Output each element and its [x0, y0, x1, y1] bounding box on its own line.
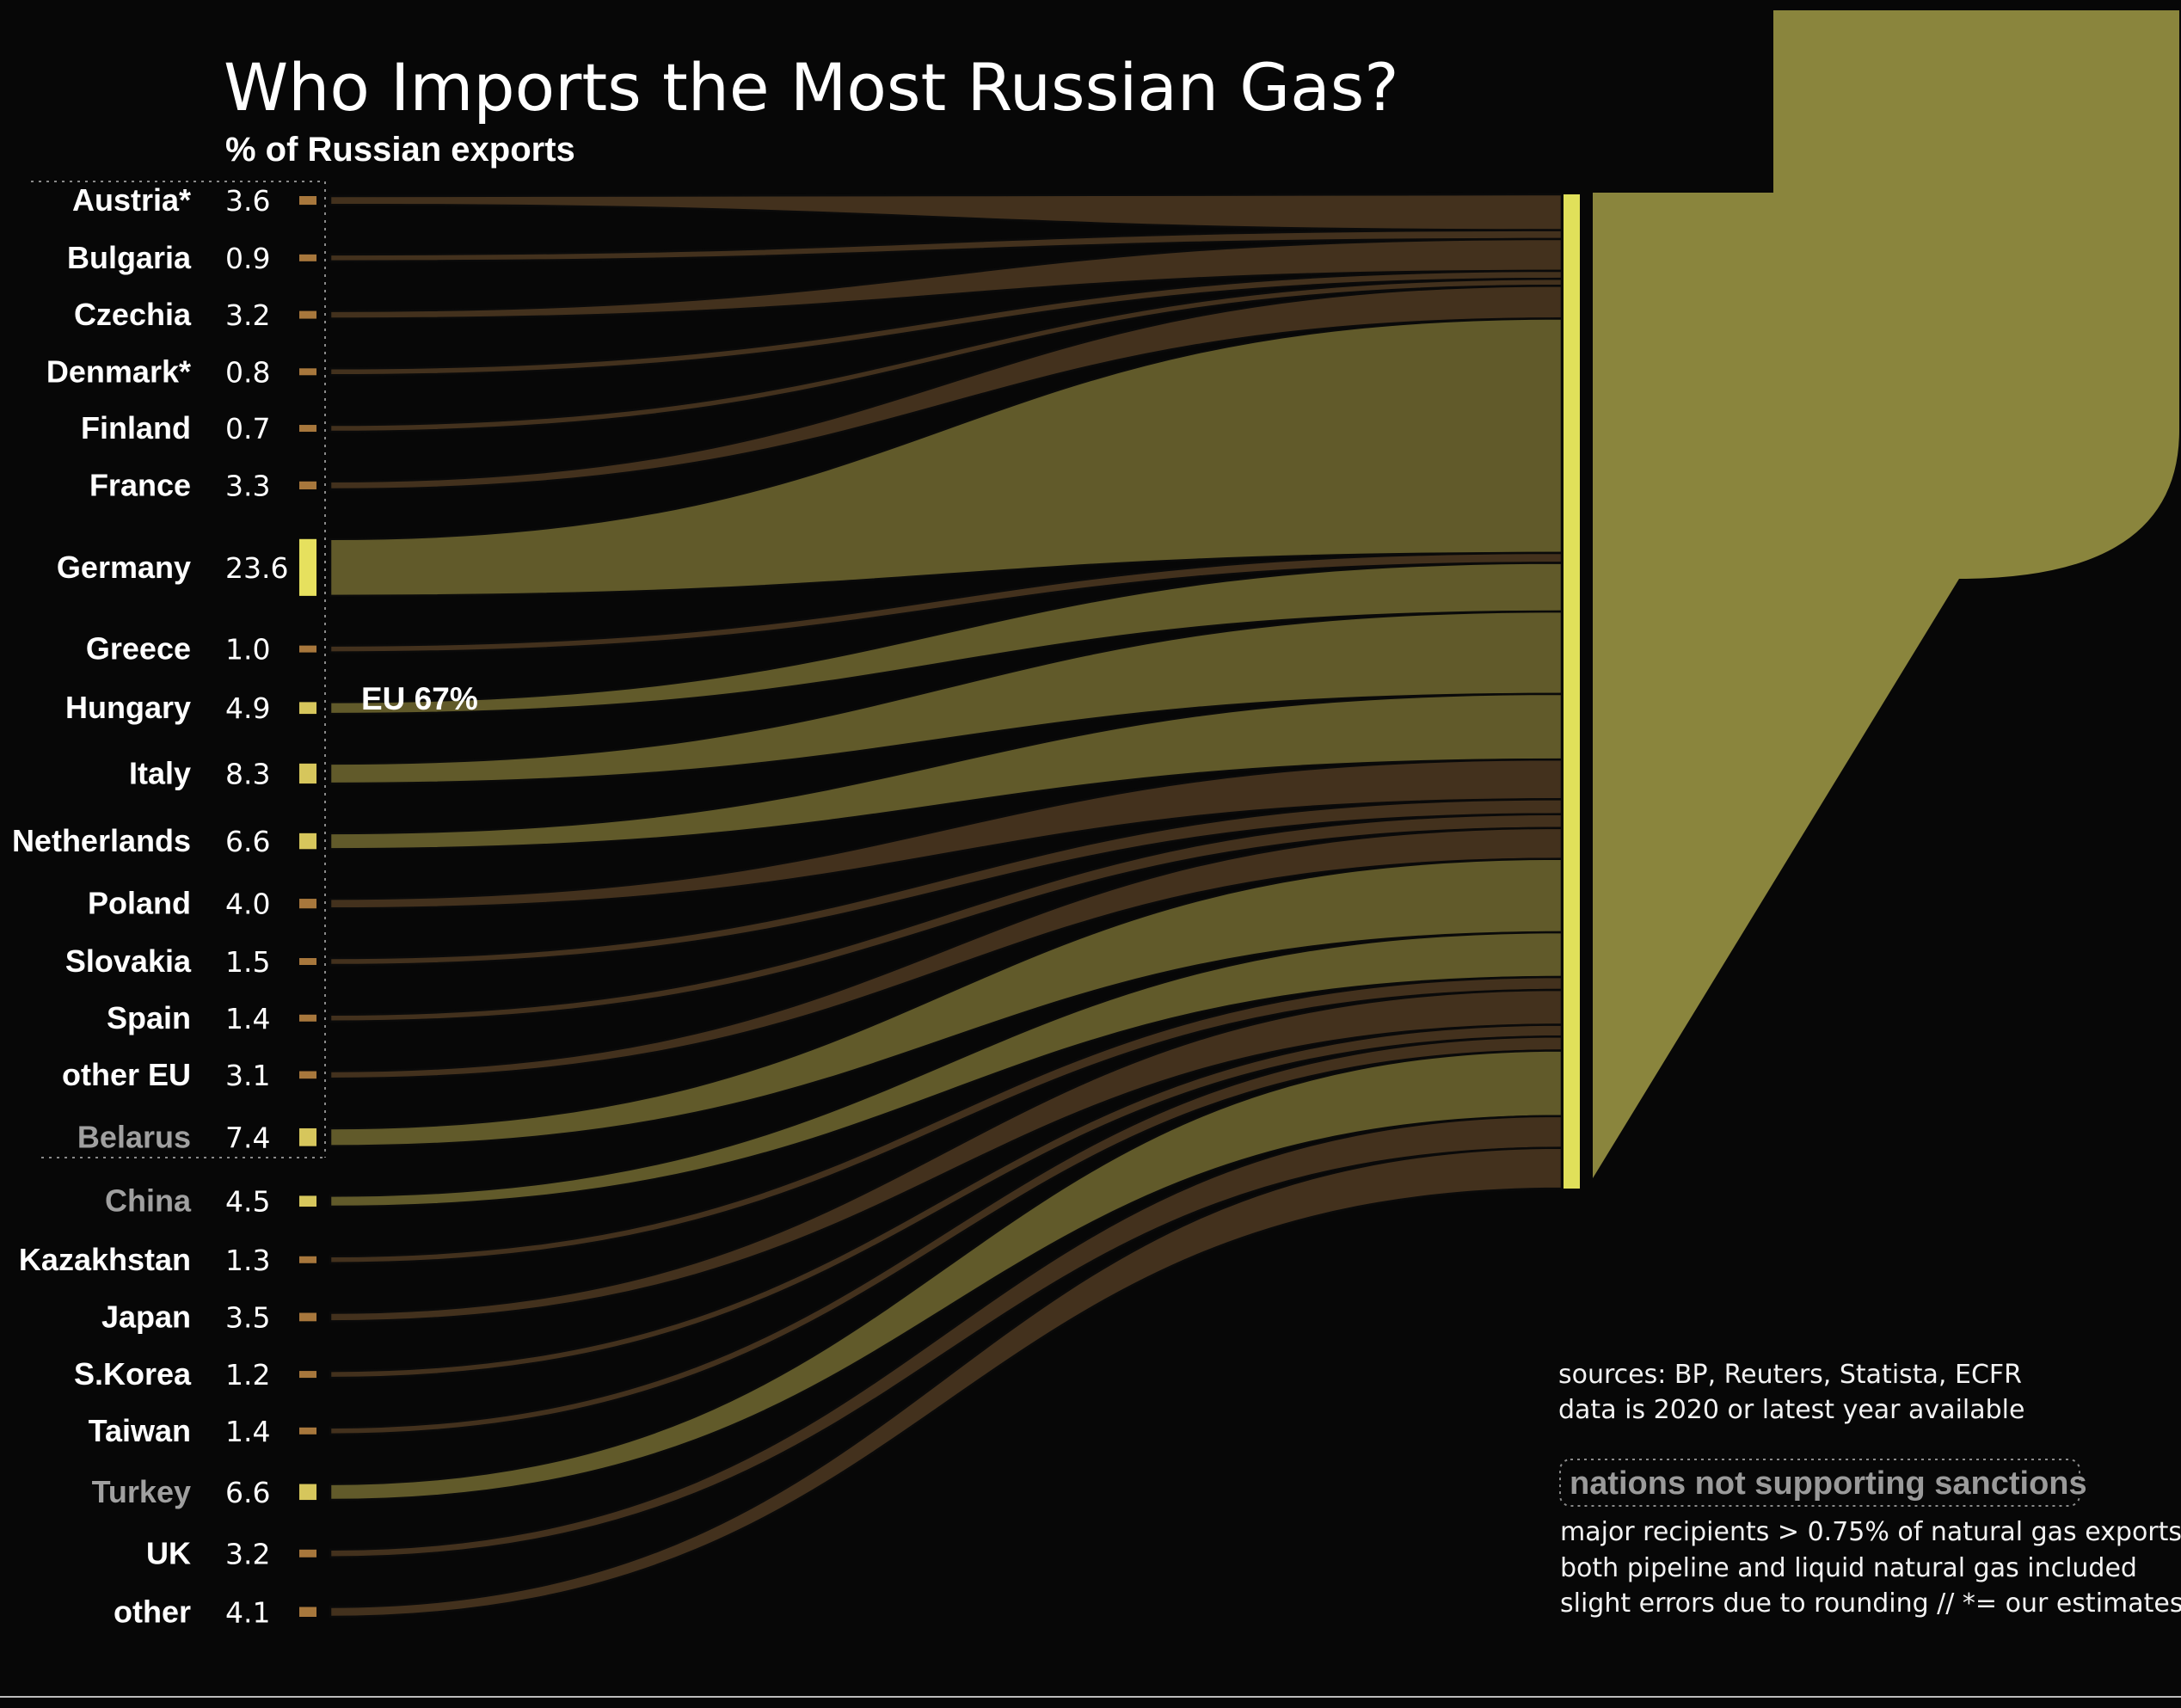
value-china: 4.5 [225, 1185, 270, 1219]
bar-denmark [299, 368, 316, 376]
russia-source-shape [1593, 10, 2179, 1178]
value-s-korea: 1.2 [225, 1358, 270, 1392]
bar-italy [299, 763, 316, 784]
value-other: 4.1 [225, 1595, 270, 1629]
bar-taiwan [299, 1427, 316, 1435]
bar-czechia [299, 310, 316, 319]
bar-france [299, 481, 316, 490]
label-czechia: Czechia [74, 297, 192, 332]
value-hungary: 4.9 [225, 691, 270, 725]
bar-turkey [299, 1484, 316, 1501]
flow-turkey [329, 1049, 1564, 1502]
value-greece: 1.0 [225, 633, 270, 667]
label-hungary: Hungary [65, 690, 191, 725]
bar-s-korea [299, 1371, 316, 1379]
bar-poland [299, 899, 316, 909]
bar-belarus [299, 1127, 316, 1146]
label-greece: Greece [86, 631, 191, 667]
label-germany: Germany [57, 550, 191, 585]
value-turkey: 6.6 [225, 1476, 270, 1509]
bar-other [299, 1607, 316, 1617]
label-uk: UK [146, 1535, 191, 1570]
value-austria: 3.6 [225, 184, 270, 218]
value-germany: 23.6 [225, 551, 288, 585]
value-japan: 3.5 [225, 1300, 270, 1334]
flow-uk [329, 1115, 1564, 1559]
label-bulgaria: Bulgaria [67, 240, 192, 275]
bar-kazakhstan [299, 1256, 316, 1263]
bar-bulgaria [299, 254, 316, 261]
label-austria: Austria* [72, 182, 191, 218]
bar-greece [299, 645, 316, 653]
value-france: 3.3 [225, 469, 270, 502]
label-france: France [89, 467, 191, 502]
country-labels: Austria* 3.6 Bulgaria 0.9 Czechia 3.2 Denmark*… [12, 182, 289, 1629]
bar-other-eu [299, 1071, 316, 1079]
value-kazakhstan: 1.3 [225, 1244, 270, 1277]
chart-title: Who Imports the Most Russian Gas? [224, 49, 1399, 126]
bar-hungary [299, 702, 316, 715]
flow-germany [329, 317, 1564, 598]
label-slovakia: Slovakia [65, 943, 192, 979]
label-finland: Finland [81, 410, 191, 445]
value-italy: 8.3 [225, 757, 270, 790]
value-uk: 3.2 [225, 1537, 270, 1570]
value-poland: 4.0 [225, 888, 270, 921]
bar-austria [299, 196, 316, 206]
bar-china [299, 1195, 316, 1207]
bar-uk [299, 1549, 316, 1557]
flow-austria [329, 193, 1564, 231]
eu-total-label: EU 67% [361, 681, 478, 716]
value-belarus: 7.4 [225, 1121, 270, 1154]
label-poland: Poland [88, 886, 191, 921]
label-japan: Japan [101, 1299, 191, 1334]
label-kazakhstan: Kazakhstan [19, 1242, 191, 1277]
destination-bar [1564, 194, 1580, 1189]
sources-note: sources: BP, Reuters, Statista, ECFR [1558, 1360, 2022, 1390]
note-rounding: slight errors due to rounding // *= our … [1560, 1588, 2181, 1619]
label-other-eu: other EU [62, 1057, 191, 1092]
flow-italy [329, 610, 1564, 785]
value-spain: 1.4 [225, 1002, 270, 1035]
bar-slovakia [299, 958, 316, 966]
label-turkey: Turkey [92, 1474, 191, 1509]
value-taiwan: 1.4 [225, 1415, 270, 1448]
data-year-note: data is 2020 or latest year available [1558, 1395, 2024, 1425]
label-taiwan: Taiwan [89, 1413, 191, 1448]
legend-box [1559, 1459, 2080, 1507]
legend-nonsanction-label: nations not supporting sanctions [1570, 1465, 2087, 1502]
value-finland: 0.7 [225, 412, 270, 445]
label-belarus: Belarus [77, 1119, 191, 1154]
flow-ribbons [329, 193, 1564, 1619]
label-china: China [105, 1183, 192, 1219]
country-bars [299, 196, 316, 1617]
label-netherlands: Netherlands [12, 823, 191, 858]
value-bulgaria: 0.9 [225, 242, 270, 275]
label-italy: Italy [129, 755, 191, 790]
label-spain: Spain [107, 1000, 191, 1035]
value-other-eu: 3.1 [225, 1059, 270, 1092]
value-denmark: 0.8 [225, 355, 270, 389]
bar-germany [299, 538, 316, 596]
value-slovakia: 1.5 [225, 945, 270, 979]
note-recipients: major recipients > 0.75% of natural gas … [1560, 1517, 2181, 1547]
label-s-korea: S.Korea [74, 1356, 192, 1392]
chart-subtitle: % of Russian exports [225, 131, 575, 169]
bar-japan [299, 1312, 316, 1322]
bar-finland [299, 425, 316, 433]
value-czechia: 3.2 [225, 298, 270, 332]
eu-group-bracket [31, 181, 326, 1158]
flow-other [329, 1146, 1564, 1619]
label-denmark: Denmark* [46, 353, 191, 389]
flow-belarus [329, 857, 1564, 1147]
bar-netherlands [299, 832, 316, 850]
label-other: other [114, 1594, 191, 1629]
value-netherlands: 6.6 [225, 825, 270, 858]
note-pipeline: both pipeline and liquid natural gas inc… [1560, 1553, 2137, 1583]
bar-spain [299, 1014, 316, 1022]
